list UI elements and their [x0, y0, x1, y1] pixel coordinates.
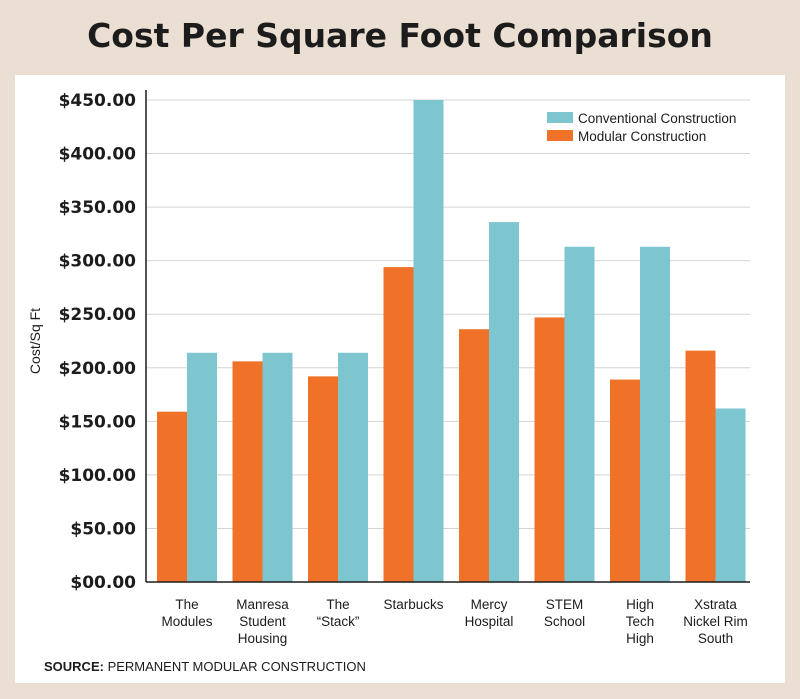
chart-title: Cost Per Square Foot Comparison: [87, 16, 713, 55]
x-tick-label: South: [698, 631, 733, 646]
x-tick-label: STEM: [546, 597, 584, 612]
y-tick-label: $150.00: [59, 412, 137, 432]
y-tick-label: $350.00: [59, 198, 137, 218]
x-tick-label: Manresa: [236, 597, 289, 612]
bar-conventional: [640, 246, 670, 582]
legend-label: Modular Construction: [578, 129, 706, 144]
legend-swatch: [547, 112, 573, 123]
source-note: SOURCE: PERMANENT MODULAR CONSTRUCTION: [44, 659, 366, 674]
x-tick-label: Tech: [626, 614, 655, 629]
y-axis-title: Cost/Sq Ft: [27, 308, 43, 374]
bar-modular: [534, 317, 565, 582]
y-tick-label: $200.00: [59, 359, 137, 379]
y-tick-label: $250.00: [59, 305, 137, 325]
y-tick-label: $400.00: [59, 145, 137, 165]
y-tick-label: $00.00: [70, 573, 136, 593]
x-tick-label: Nickel Rim: [683, 614, 748, 629]
x-tick-label: Modules: [161, 614, 212, 629]
x-tick-label: Hospital: [465, 614, 514, 629]
y-tick-label: $50.00: [70, 519, 136, 539]
source-label: SOURCE:: [44, 659, 104, 674]
x-tick-label: Mercy: [471, 597, 508, 612]
legend-label: Conventional Construction: [578, 111, 736, 126]
x-tick-label: The: [175, 597, 198, 612]
x-tick-label: High: [626, 631, 654, 646]
bar-modular: [685, 350, 716, 582]
y-tick-label: $100.00: [59, 466, 137, 486]
x-tick-label: The: [326, 597, 349, 612]
bar-conventional: [262, 352, 293, 582]
bar-conventional: [564, 246, 595, 582]
x-tick-label: Student: [239, 614, 286, 629]
bar-modular: [383, 267, 414, 582]
x-tick-label: “Stack”: [317, 614, 360, 629]
bar-modular: [157, 411, 187, 582]
bar-conventional: [715, 408, 746, 582]
legend-swatch: [547, 130, 573, 141]
bar-modular: [308, 376, 338, 582]
bar-modular: [610, 379, 640, 582]
x-tick-label: Xstrata: [694, 597, 737, 612]
bar-conventional: [338, 352, 368, 582]
bar-conventional: [413, 100, 444, 582]
bar-modular: [232, 361, 263, 582]
bar-modular: [459, 329, 489, 582]
x-tick-label: Starbucks: [383, 597, 443, 612]
source-text: PERMANENT MODULAR CONSTRUCTION: [103, 659, 366, 674]
x-tick-label: High: [626, 597, 654, 612]
y-tick-label: $300.00: [59, 252, 137, 272]
y-tick-label: $450.00: [59, 91, 137, 111]
bar-conventional: [489, 222, 519, 582]
x-tick-label: Housing: [238, 631, 288, 646]
bar-conventional: [187, 352, 217, 582]
x-tick-label: School: [544, 614, 585, 629]
